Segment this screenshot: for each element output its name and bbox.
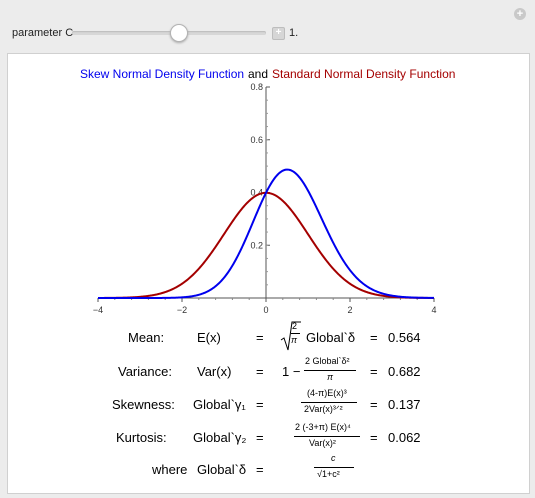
where-num: c	[331, 453, 336, 463]
title-skew-normal: Skew Normal Density Function	[80, 67, 244, 81]
where-equals: =	[256, 462, 264, 477]
skew-normal-curve	[98, 168, 435, 299]
variance-one-minus: 1 −	[282, 364, 301, 379]
variance-den: π	[327, 372, 334, 382]
skewness-equals-2: =	[370, 397, 378, 412]
y-tick-label: 0.2	[250, 240, 263, 250]
parameter-label: parameter C	[12, 27, 74, 39]
skewness-label: Skewness:	[112, 397, 175, 412]
density-chart: Skew Normal Density Function and Standar…	[80, 67, 455, 314]
variance-value: 0.682	[388, 364, 421, 379]
kurtosis-value: 0.062	[388, 430, 421, 445]
options-plus-icon[interactable]: +	[514, 8, 526, 20]
kurtosis-equals-2: =	[370, 430, 378, 445]
parameter-slider-thumb[interactable]	[170, 24, 188, 42]
where-lhs: Global`δ	[197, 462, 247, 477]
mean-equals-2: =	[370, 330, 378, 345]
where-den: √1+c²	[317, 469, 340, 479]
x-tick-label: 2	[347, 305, 352, 314]
kurtosis-num: 2 (-3+π) E(x)⁴	[295, 422, 351, 432]
variance-equals-2: =	[370, 364, 378, 379]
variance-label: Variance:	[118, 364, 172, 379]
mean-equals: =	[256, 330, 264, 345]
kurtosis-den: Var(x)²	[309, 438, 336, 448]
sqrt-num: 2	[292, 321, 298, 331]
x-tick-label: −2	[177, 305, 187, 314]
skewness-value: 0.137	[388, 397, 421, 412]
skewness-num: (4-π)E(x)³	[307, 388, 347, 398]
skewness-equals: =	[256, 397, 264, 412]
output-panel: Skew Normal Density Function and Standar…	[7, 53, 530, 494]
skewness-den: 2Var(x)³ᐟ²	[304, 404, 343, 414]
mean-label: Mean:	[128, 330, 165, 345]
parameter-slider-track[interactable]	[72, 31, 266, 35]
x-tick-label: 4	[431, 305, 436, 314]
variance-num: 2 Global`δ²	[305, 356, 350, 366]
y-tick-label: 0.6	[250, 135, 263, 145]
parameter-value: 1.	[289, 27, 299, 39]
variance-equals: =	[256, 364, 264, 379]
expand-controls-button[interactable]: +	[272, 27, 285, 40]
kurtosis-label: Kurtosis:	[116, 430, 167, 445]
where-label: where	[152, 462, 188, 477]
y-tick-label: 0.4	[250, 188, 263, 198]
title-standard-normal: Standard Normal Density Function	[272, 67, 455, 81]
kurtosis-lhs: Global`γ₂	[193, 430, 247, 445]
skewness-lhs: Global`γ₁	[193, 397, 246, 412]
x-tick-label: 0	[263, 305, 268, 314]
mean-lhs: E(x)	[197, 330, 221, 345]
y-tick-label: 0.8	[250, 82, 263, 92]
sqrt-2-over-pi: 2 π	[280, 320, 302, 352]
sqrt-den: π	[291, 335, 298, 345]
kurtosis-equals: =	[256, 430, 264, 445]
mean-value: 0.564	[388, 330, 421, 345]
mean-rhs: Global`δ	[306, 330, 356, 345]
variance-lhs: Var(x)	[197, 364, 232, 379]
title-and: and	[248, 67, 268, 81]
x-tick-label: −4	[93, 305, 103, 314]
